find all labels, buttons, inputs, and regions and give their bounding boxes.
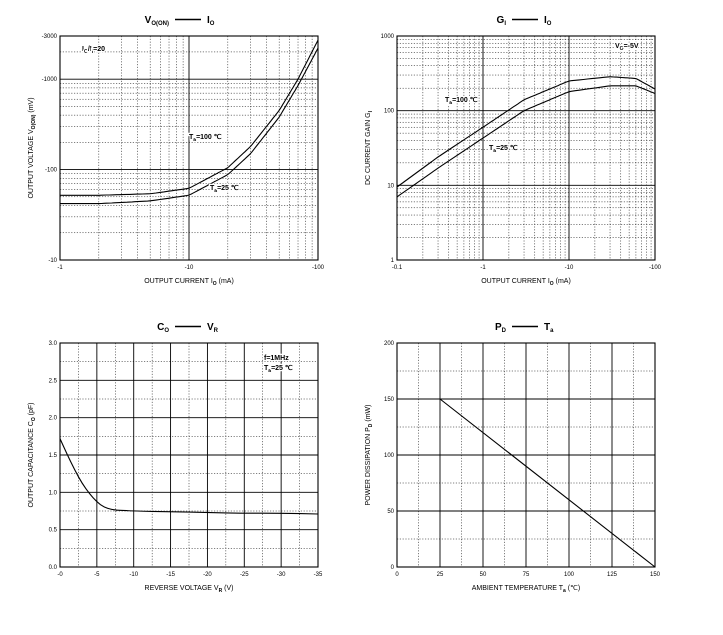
x-tick-label: -1 — [57, 265, 63, 271]
chart-c2: -0.1 -1 -10 -100 1 10 100 1000 GI IO OUTPUT CURREN… — [365, 15, 662, 287]
grid — [60, 36, 318, 260]
x-tick-label: 150 — [650, 572, 661, 578]
chart-title: PD — [495, 322, 507, 334]
x-axis-label: OUTPUT CURRENT IO (mA) — [481, 278, 571, 287]
x-axis-label: AMBIENT TEMPERATURE Ta (℃) — [472, 585, 581, 594]
y-tick-label: 2.5 — [49, 378, 58, 384]
chart-title-vs: Ta — [544, 322, 554, 334]
x-tick-label: -0.1 — [392, 265, 403, 271]
series — [59, 438, 319, 515]
y-tick-label: 2.0 — [49, 416, 58, 422]
chart-c4: 0 25 50 75 100 125 150 0 50 100 150 200 PD Ta AMBIENT … — [365, 322, 661, 594]
series — [396, 76, 656, 198]
chart-c3: -0 -5 -10 -15 -20 -25 -30 -35 0.0 0.5 1.0 1.5 2.0 2.5… — [28, 322, 323, 594]
annotation: VO=-5V — [615, 43, 639, 52]
plot-frame — [396, 35, 656, 261]
grid — [397, 36, 655, 260]
x-tick-label: -35 — [314, 572, 323, 578]
y-tick-label: -1000 — [42, 77, 58, 83]
x-tick-label: 25 — [437, 572, 444, 578]
x-axis-label: OUTPUT CURRENT IO (mA) — [144, 278, 234, 287]
x-tick-label: -100 — [312, 265, 325, 271]
y-tick-label: 1.0 — [49, 490, 58, 496]
chart-title: CO — [157, 322, 169, 334]
plot-frame — [59, 342, 319, 568]
annotation: IO/II=20 — [82, 46, 105, 55]
grid — [397, 343, 655, 567]
y-tick-label: 0 — [391, 565, 395, 571]
x-tick-label: -10 — [565, 265, 574, 271]
chart-title: GI — [497, 15, 507, 27]
x-tick-label: -25 — [240, 572, 249, 578]
annotations: VO=-5V Ta=100 ℃ Ta=25 ℃ — [444, 42, 640, 156]
x-tick-label: -100 — [649, 265, 662, 271]
chart-title-vs: IO — [207, 15, 215, 27]
y-tick-label: 1 — [391, 258, 395, 264]
y-tick-label: 50 — [387, 509, 394, 515]
chart-title-vs: VR — [207, 322, 219, 334]
x-tick-label: -1 — [480, 265, 486, 271]
annotation: Ta=25 ℃ — [210, 184, 239, 194]
series-line-1 — [396, 76, 656, 188]
x-tick-label: -0 — [57, 572, 63, 578]
tick-labels: -0.1 -1 -10 -100 1 10 100 1000 — [381, 34, 662, 271]
annotations: IO/II=20 Ta=100 ℃ Ta=25 ℃ — [81, 45, 240, 196]
y-tick-label: 200 — [384, 341, 395, 347]
x-tick-label: -10 — [129, 572, 138, 578]
tick-labels: 0 25 50 75 100 125 150 0 50 100 150 200 — [384, 341, 661, 578]
annotation: Ta=25 ℃ — [264, 364, 293, 374]
x-axis-label: REVERSE VOLTAGE VR (V) — [145, 585, 234, 594]
series-line-2 — [396, 85, 656, 198]
annotation: Ta=25 ℃ — [489, 144, 518, 154]
x-tick-label: 50 — [480, 572, 487, 578]
series — [397, 398, 656, 568]
y-tick-label: 100 — [384, 453, 395, 459]
y-tick-label: -3000 — [42, 34, 58, 40]
x-tick-label: -30 — [277, 572, 286, 578]
chart-title: VO(ON) — [145, 15, 169, 27]
chart-title-vs: IO — [544, 15, 552, 27]
x-tick-label: 75 — [523, 572, 530, 578]
annotation: Ta=100 ℃ — [189, 133, 222, 143]
tick-labels: -0 -5 -10 -15 -20 -25 -30 -35 0.0 0.5 1.0 1.5 2.0 2.5… — [49, 341, 323, 578]
y-tick-label: -100 — [45, 168, 58, 174]
annotation: f=1MHz — [264, 355, 289, 362]
series-line-1 — [59, 438, 319, 515]
series-line-2 — [59, 47, 319, 205]
y-tick-label: 1.5 — [49, 453, 58, 459]
x-tick-label: -15 — [166, 572, 175, 578]
y-tick-label: 3.0 — [49, 341, 58, 347]
y-tick-label: 100 — [384, 109, 395, 115]
x-tick-label: -20 — [203, 572, 212, 578]
x-tick-label: -10 — [185, 265, 194, 271]
y-axis-label: OUTPUT VOLTAGE VO(ON) (mV) — [28, 97, 37, 198]
annotations: f=1MHz Ta=25 ℃ — [263, 354, 294, 376]
annotation: Ta=100 ℃ — [445, 96, 478, 106]
series-line-1 — [397, 398, 656, 568]
y-tick-label: 150 — [384, 397, 395, 403]
x-tick-label: 0 — [395, 572, 399, 578]
x-tick-label: -5 — [94, 572, 100, 578]
plot-frame — [396, 342, 656, 568]
y-tick-label: -10 — [48, 258, 57, 264]
y-axis-label: DC CURRENT GAIN GI — [365, 110, 374, 185]
x-tick-label: 100 — [564, 572, 575, 578]
y-tick-label: 0.5 — [49, 528, 58, 534]
x-tick-label: 125 — [607, 572, 618, 578]
series — [59, 39, 319, 205]
y-axis-label: POWER DISSIPATION PD (mW) — [365, 405, 374, 506]
grid — [60, 343, 318, 567]
y-tick-label: 10 — [387, 183, 394, 189]
y-tick-label: 0.0 — [49, 565, 58, 571]
plot-frame — [59, 35, 319, 261]
y-axis-label: OUTPUT CAPACITANCE CO (pF) — [28, 402, 37, 507]
tick-labels: -1 -10 -100-10-100-1000-3000 — [42, 34, 325, 271]
series-line-1 — [60, 39, 319, 196]
y-tick-label: 1000 — [381, 34, 395, 40]
